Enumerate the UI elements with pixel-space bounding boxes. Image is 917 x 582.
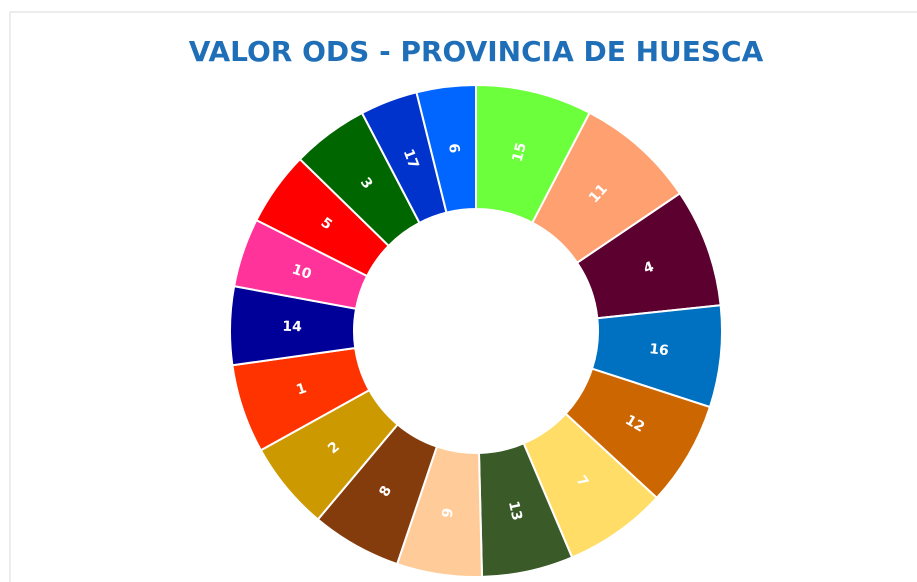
segment-label: 17 [400, 147, 422, 171]
segment-label: 16 [648, 341, 669, 359]
chart-title: VALOR ODS - PROVINCIA DE HUESCA [189, 35, 764, 68]
segment-label: 14 [282, 319, 302, 335]
segment-label: 13 [505, 500, 525, 522]
segment-label: 6 [445, 143, 462, 155]
segment-label: 1 [294, 380, 308, 398]
segment-label: 9 [440, 507, 457, 519]
donut-segment [415, 83, 477, 214]
segment-label: 15 [510, 141, 530, 164]
segment-label: 10 [290, 261, 314, 282]
